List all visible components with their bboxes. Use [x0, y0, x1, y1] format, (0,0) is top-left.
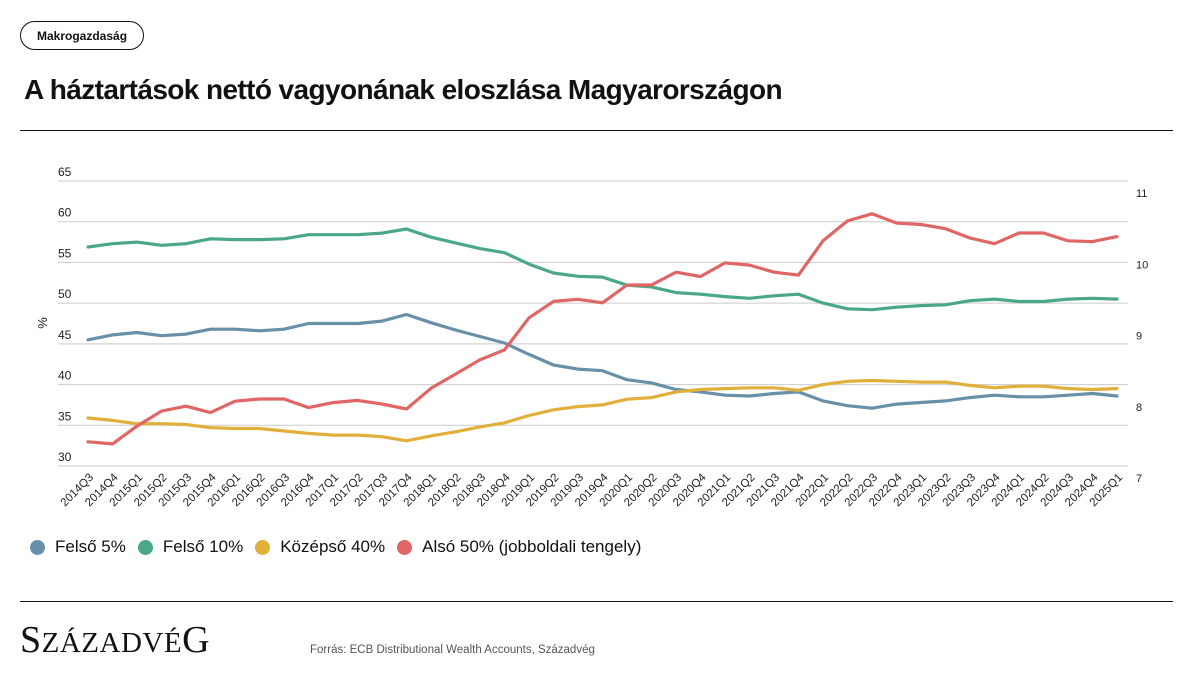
legend-item-top5[interactable]: Felső 5%: [30, 537, 126, 557]
legend-item-bottom50[interactable]: Alsó 50% (jobboldali tengely): [397, 537, 641, 557]
legend-label: Felső 10%: [162, 537, 244, 556]
series-lines: [86, 212, 1119, 446]
legend: Felső 5% Felső 10% Középső 40% Alsó 50% …: [30, 537, 653, 557]
category-tag[interactable]: Makrogazdaság: [20, 21, 145, 50]
legend-label: Középső 40%: [280, 537, 386, 556]
legend-dot-icon: [397, 539, 413, 555]
right-axis-ticks: 7 8 9 10 11: [1136, 188, 1148, 485]
source-note: Forrás: ECB Distributional Wealth Accoun…: [310, 644, 595, 656]
right-tick-label: 11: [1136, 188, 1147, 200]
left-tick-label: 40: [58, 369, 72, 383]
footer-divider: [20, 601, 1173, 603]
right-tick-label: 9: [1136, 331, 1142, 343]
left-axis-ticks: 30 35 40 45 50 55 60 65: [58, 165, 72, 464]
left-tick-label: 30: [58, 450, 72, 464]
page-title: A háztartások nettó vagyonának eloszlása…: [24, 74, 783, 105]
left-tick-label: 65: [58, 165, 72, 179]
logo-middle: ZÁZADVÉ: [41, 627, 183, 659]
gridlines: [58, 180, 1128, 467]
right-tick-label: 8: [1136, 402, 1142, 414]
szazadveg-logo: SZÁZADVÉG: [20, 618, 210, 662]
series-line-középső-40: [86, 378, 1119, 443]
y-axis-label: %: [35, 317, 50, 329]
logo-initial: S: [20, 619, 42, 661]
left-tick-label: 60: [58, 206, 72, 220]
left-tick-label: 55: [58, 246, 72, 260]
left-tick-label: 45: [58, 328, 72, 342]
right-tick-label: 7: [1136, 473, 1142, 485]
legend-label: Alsó 50% (jobboldali tengely): [422, 537, 642, 556]
legend-label: Felső 5%: [55, 537, 126, 556]
legend-item-top10[interactable]: Felső 10%: [137, 537, 244, 557]
title-divider: [20, 130, 1173, 132]
legend-dot-icon: [137, 539, 153, 555]
line-chart: 30 35 40 45 50 55 60 65 7 8 9 10 11 % 2014Q32014Q42…: [35, 165, 1148, 509]
left-tick-label: 35: [58, 409, 72, 423]
series-line-felső-10: [86, 227, 1119, 312]
legend-dot-icon: [30, 539, 45, 555]
series-line-felső-5: [86, 312, 1119, 410]
left-tick-label: 50: [58, 287, 72, 301]
legend-dot-icon: [255, 539, 271, 555]
logo-final: G: [182, 619, 211, 661]
legend-item-middle40[interactable]: Középső 40%: [255, 537, 385, 557]
x-axis-ticks: 2014Q32014Q42015Q12015Q22015Q32015Q42016…: [59, 471, 1125, 509]
right-tick-label: 10: [1136, 259, 1148, 271]
